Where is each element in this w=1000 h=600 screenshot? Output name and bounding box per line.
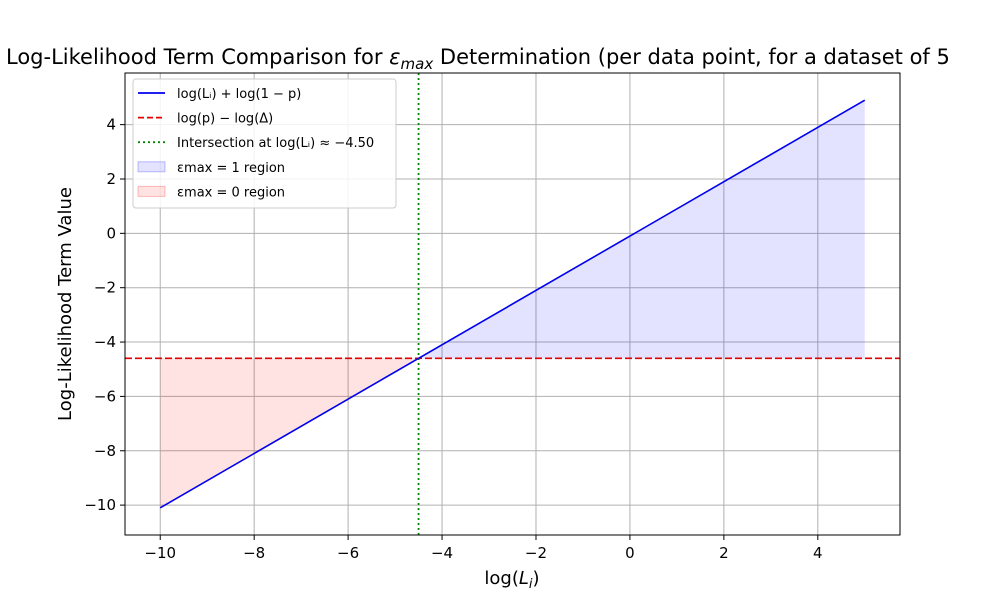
chart-title-symbol: ε <box>389 45 400 69</box>
x-axis-label: log(Li) <box>484 568 539 592</box>
legend-item-eps-max-1-swatch <box>137 161 166 173</box>
y-tick-label: 4 <box>106 116 116 134</box>
x-tick-label: −10 <box>144 544 176 562</box>
x-axis-label-sub: i <box>529 577 533 592</box>
legend-item-intersection-label: Intersection at log(Lᵢ) ≈ −4.50 <box>177 136 374 151</box>
legend-item-log-likelihood-label: log(Lᵢ) + log(1 − p) <box>177 87 301 102</box>
y-tick-label: 2 <box>106 170 116 188</box>
legend-box <box>132 78 397 209</box>
chart-title: Log-Likelihood Term Comparison for εmax … <box>6 45 950 73</box>
legend-item-threshold-label: log(p) − log(Δ) <box>177 112 273 127</box>
x-axis-label-var: L <box>519 568 529 589</box>
x-axis-label-main: log( <box>484 568 518 589</box>
x-tick-label: −6 <box>337 544 359 562</box>
plot-frame <box>124 72 901 536</box>
eps-max-0-region <box>160 358 419 508</box>
legend: log(Lᵢ) + log(1 − p) log(p) − log(Δ) Inter… <box>132 78 397 209</box>
y-axis-label: Log-Likelihood Term Value <box>55 187 76 421</box>
log-likelihood-line <box>159 99 866 509</box>
chart-title-suffix: Determination (per data point, for a dat… <box>433 45 950 69</box>
series-lines <box>125 73 900 535</box>
y-tick-label: −8 <box>94 442 116 460</box>
x-tick-label: −4 <box>431 544 453 562</box>
y-tick-label: −6 <box>94 387 116 405</box>
legend-item-eps-max-0-label: εmax = 0 region <box>177 185 285 200</box>
legend-item-eps-max-1-label: εmax = 1 region <box>177 161 285 176</box>
y-tick-label: 0 <box>106 224 116 242</box>
y-tick-label: −2 <box>94 279 116 297</box>
x-tick-label: 4 <box>813 544 823 562</box>
x-tick-label: −8 <box>243 544 265 562</box>
y-tick-label: −4 <box>94 333 116 351</box>
legend-item-eps-max-0-swatch <box>137 185 166 197</box>
ticks: −10 −8 −6 −4 −2 0 2 4 −10 −8 −6 −4 −2 0 2 4 <box>84 116 822 562</box>
chart-title-prefix: Log-Likelihood Term Comparison for <box>6 45 389 69</box>
x-axis-label-close: ) <box>533 568 540 589</box>
grid <box>125 73 900 535</box>
y-tick-label: −10 <box>84 496 116 514</box>
x-tick-label: 2 <box>719 544 729 562</box>
chart-title-subscript: max <box>401 55 434 73</box>
x-tick-label: −2 <box>525 544 547 562</box>
x-tick-label: 0 <box>625 544 635 562</box>
